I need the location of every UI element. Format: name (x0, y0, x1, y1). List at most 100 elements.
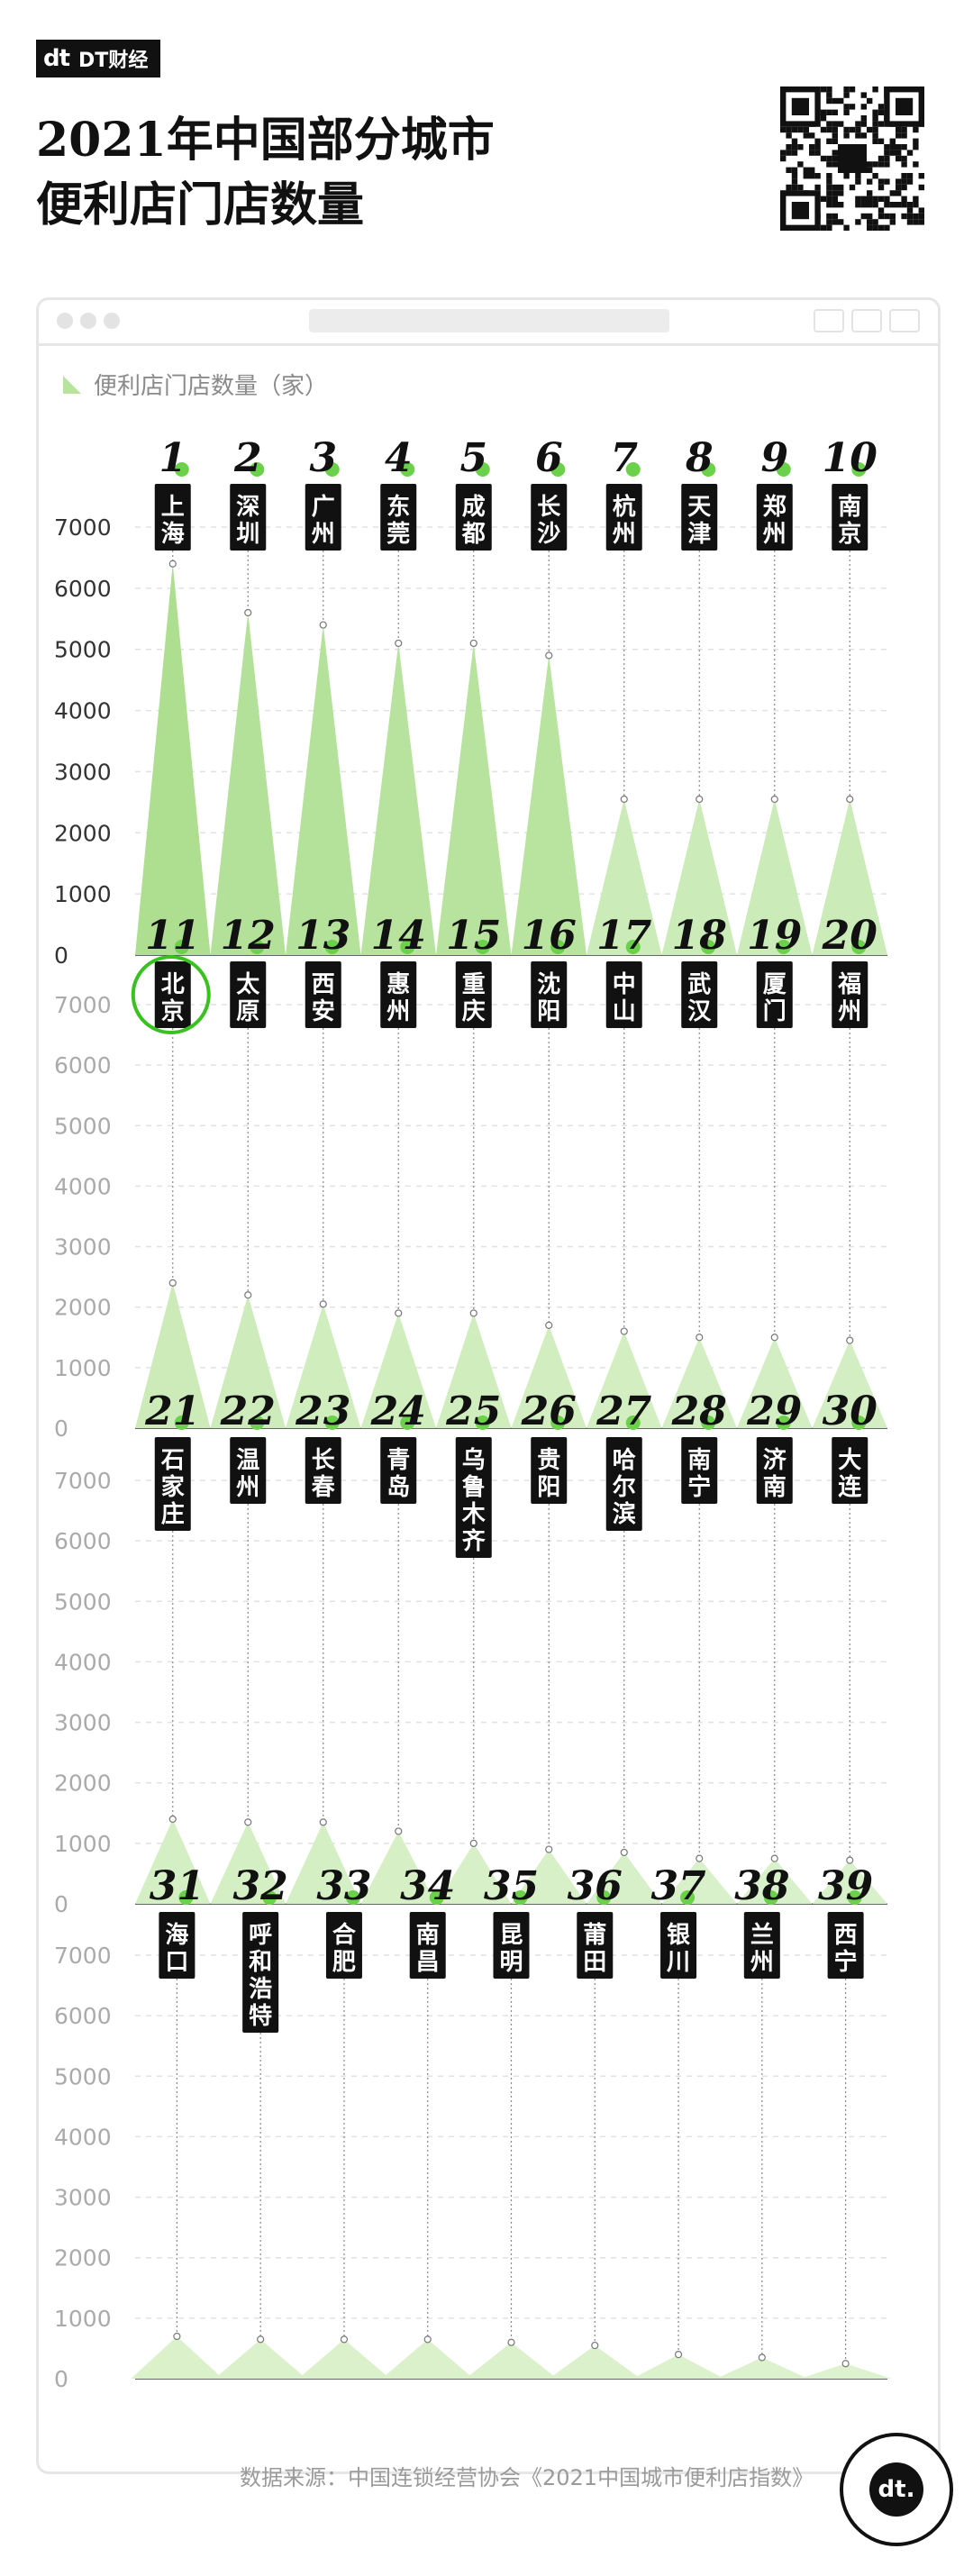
city-label-box (681, 961, 718, 1028)
rank-dot-icon (513, 1890, 528, 1905)
triangle-mark (511, 655, 587, 955)
page-title: 2021年中国部分城市 便利店门店数量 (36, 108, 495, 238)
rank-dot-icon (345, 1890, 360, 1905)
city-label-char: 昆 (499, 1922, 523, 1949)
city-label-char: 石 (160, 1447, 185, 1474)
city-label-char: 莞 (386, 521, 410, 548)
value-point (846, 1336, 854, 1344)
rank-dot-icon (324, 1415, 340, 1430)
city-label-char: 门 (763, 998, 787, 1025)
triangle-mark (135, 1819, 211, 1904)
city-label-char: 和 (249, 1949, 272, 1976)
city-label-box (832, 1437, 868, 1504)
city-label-char: 滨 (613, 1500, 636, 1528)
value-point (244, 608, 252, 617)
city-label-char: 南 (416, 1922, 440, 1949)
triangle-mark (737, 798, 813, 955)
triangle-mark (360, 1831, 436, 1904)
y-tick-label: 0 (54, 1415, 68, 1442)
rank-label: 4 (385, 435, 413, 481)
rank-label: 3 (309, 435, 337, 481)
rank-label: 36 (568, 1863, 623, 1909)
rank-dot-icon (701, 1415, 716, 1430)
y-tick-label: 2000 (54, 820, 112, 846)
y-tick-label: 1000 (54, 1355, 112, 1381)
triangle-mark (131, 2336, 223, 2379)
city-label-box (605, 484, 642, 551)
city-label-box (305, 484, 341, 551)
city-label-box (325, 1912, 362, 1979)
triangle-mark (587, 1331, 662, 1428)
rank-label: 1 (159, 435, 186, 481)
city-label-box (681, 1437, 718, 1504)
rank-dot-icon (475, 940, 490, 954)
rank-label: 12 (221, 913, 276, 959)
value-point (696, 795, 704, 804)
city-label-box (756, 1437, 793, 1504)
city-label-char: 山 (613, 998, 636, 1025)
city-label-char: 尔 (613, 1473, 636, 1501)
city-label-char: 南 (838, 494, 861, 521)
value-point (319, 1818, 327, 1826)
value-point (319, 1300, 327, 1308)
city-label-char: 大 (838, 1447, 861, 1474)
dt-logo-icon: dt (43, 45, 70, 72)
y-tick-label: 7000 (54, 992, 112, 1018)
city-label-box (409, 1912, 446, 1979)
triangle-mark (214, 2339, 307, 2379)
city-label-box (380, 1437, 417, 1504)
city-label-char: 浩 (249, 1976, 272, 2003)
city-label-box (154, 1437, 191, 1531)
rank-label: 30 (823, 1388, 878, 1434)
rank-dot-icon (324, 940, 340, 954)
city-label-char: 特 (249, 2002, 272, 2030)
city-label-char: 呼 (249, 1922, 272, 1949)
y-tick-label: 6000 (54, 1052, 112, 1079)
rank-label: 7 (610, 435, 638, 481)
city-label-box (380, 961, 417, 1028)
value-point (545, 1845, 553, 1853)
city-label-char: 重 (462, 971, 486, 998)
city-label-char: 福 (837, 971, 861, 998)
rank-label: 19 (747, 913, 802, 959)
triangle-mark (436, 1313, 512, 1428)
y-tick-label: 2000 (54, 2245, 112, 2271)
city-label-char: 川 (667, 1949, 690, 1976)
rank-dot-icon (776, 940, 791, 954)
city-label-char: 州 (750, 1949, 774, 1976)
city-label-char: 南 (687, 1447, 711, 1474)
minimize-dot-icon (80, 313, 96, 329)
city-label-char: 京 (838, 520, 861, 548)
rank-label: 25 (445, 1388, 501, 1434)
value-point (770, 1334, 778, 1342)
value-point (696, 1854, 704, 1862)
city-label-char: 都 (461, 521, 486, 548)
y-tick-label: 4000 (54, 2124, 112, 2150)
triangle-mark (661, 1337, 737, 1428)
city-label-char: 昌 (416, 1949, 440, 1976)
city-label-char: 厦 (763, 971, 787, 998)
y-tick-label: 1000 (54, 1831, 112, 1857)
city-label-char: 北 (161, 971, 185, 998)
title-line-1: 2021年中国部分城市 (36, 113, 495, 168)
value-point (545, 1321, 553, 1329)
city-label-char: 庆 (462, 997, 486, 1025)
city-label-box (230, 961, 267, 1028)
city-label-char: 庄 (161, 1500, 185, 1528)
rank-label: 10 (823, 435, 878, 481)
toggle-icon (814, 309, 844, 332)
city-label-char: 京 (161, 997, 185, 1025)
rank-dot-icon (400, 462, 415, 477)
chart-legend: 便利店门店数量（家） (63, 368, 328, 401)
rank-dot-icon (776, 462, 791, 477)
rank-label: 16 (522, 913, 577, 959)
rank-dot-icon (776, 1415, 791, 1430)
triangle-mark (360, 642, 436, 955)
triangle-mark (135, 563, 211, 955)
city-label-char: 西 (312, 971, 335, 998)
triangle-mark (286, 1304, 361, 1428)
city-label-char: 明 (499, 1949, 523, 1976)
city-label-char: 家 (161, 1473, 185, 1501)
value-point (770, 795, 778, 804)
